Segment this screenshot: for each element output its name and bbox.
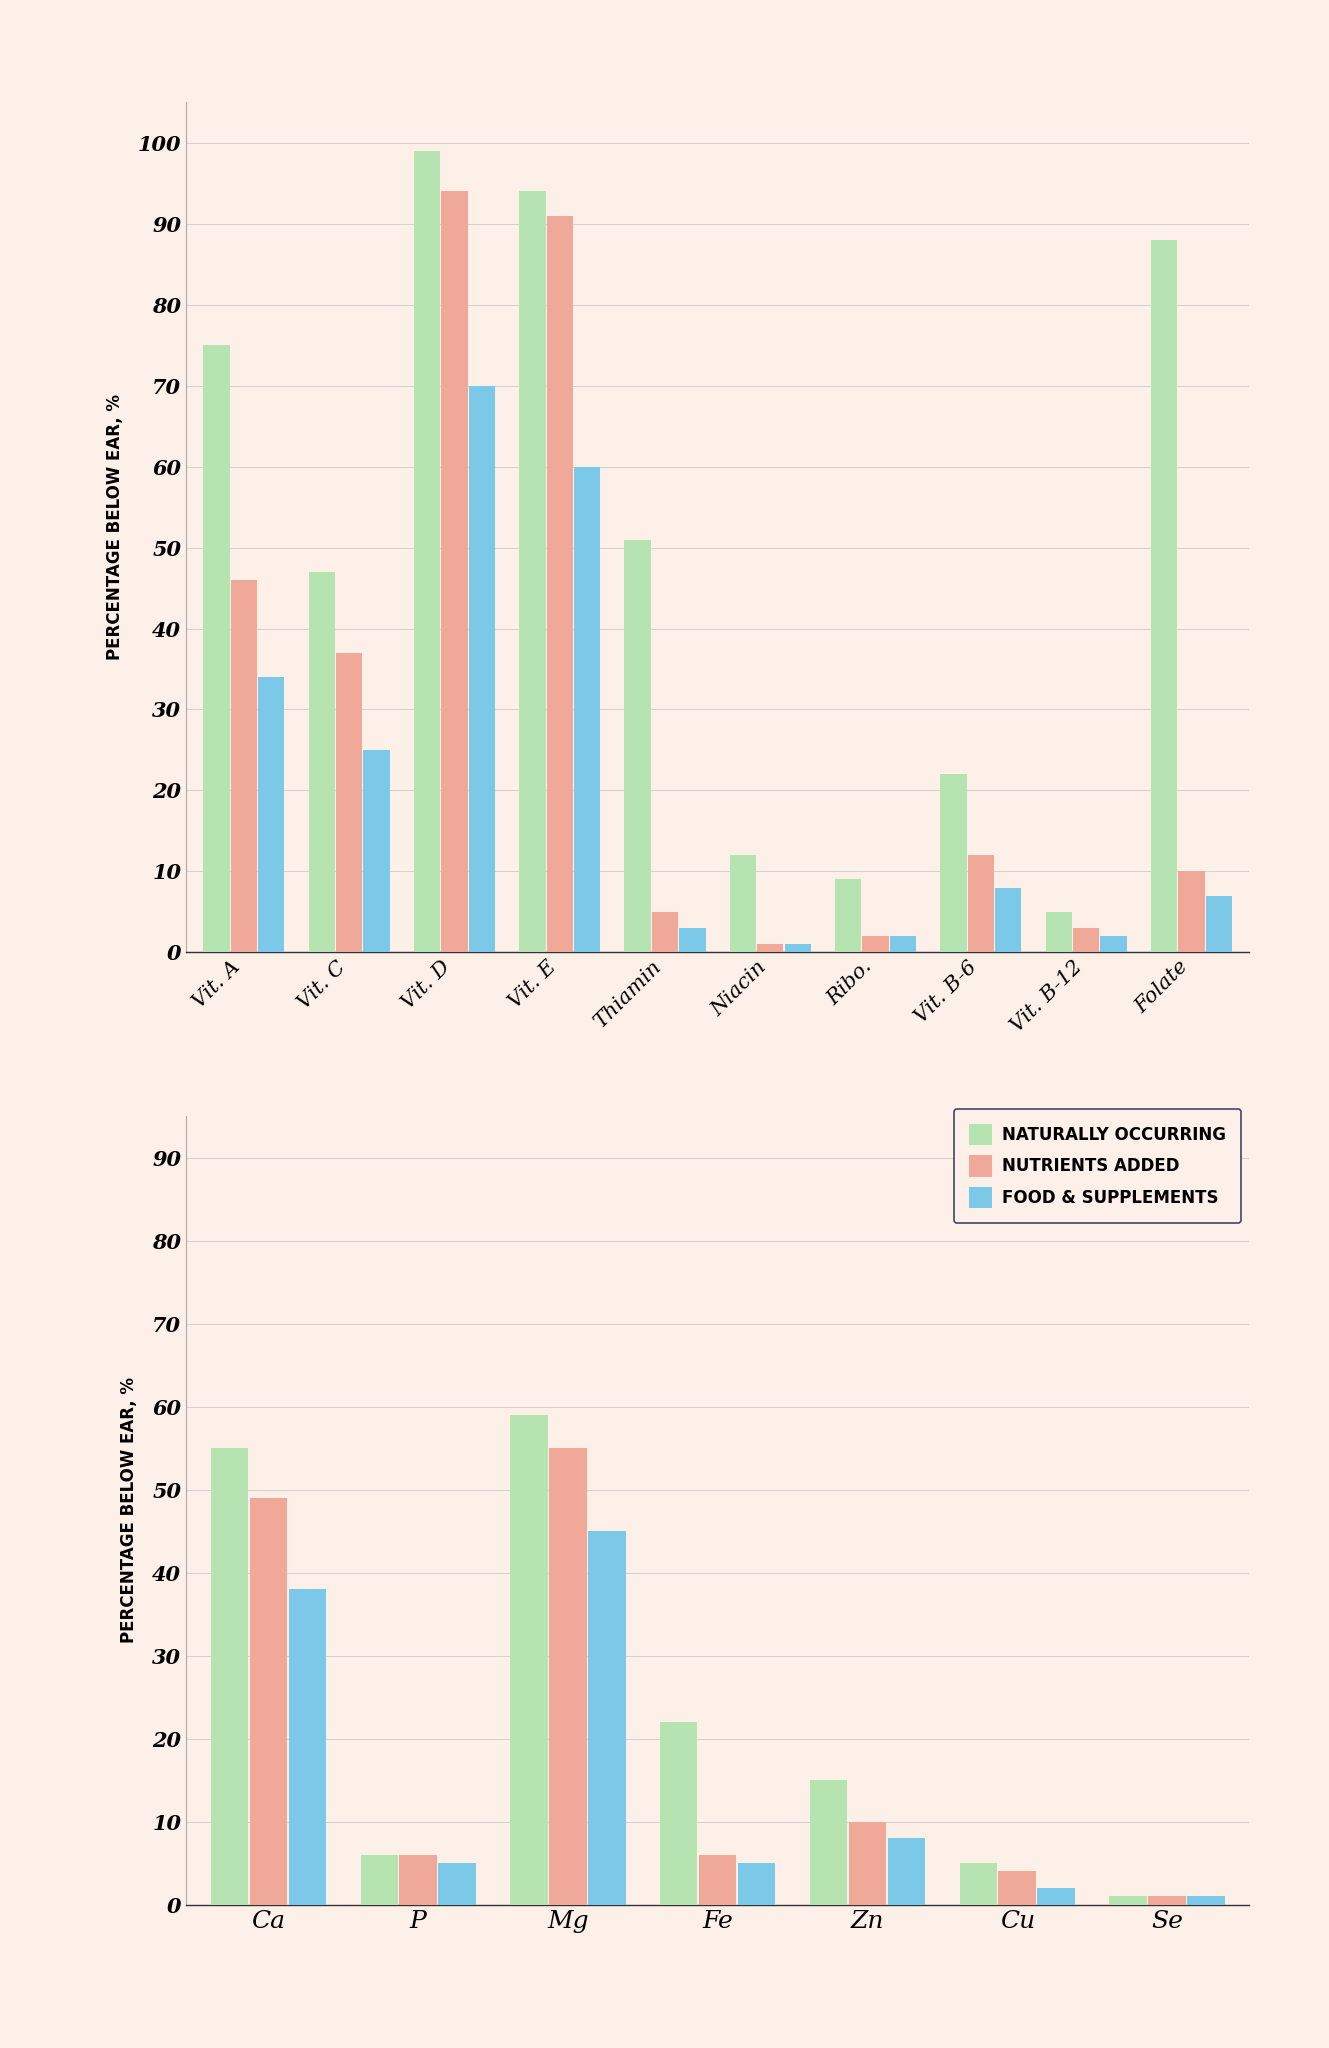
- Bar: [679, 928, 706, 952]
- Y-axis label: PERCENTAGE BELOW EAR, %: PERCENTAGE BELOW EAR, %: [121, 1378, 138, 1642]
- Bar: [941, 774, 966, 952]
- Bar: [441, 190, 468, 952]
- Bar: [995, 887, 1022, 952]
- Bar: [589, 1532, 626, 1905]
- Bar: [231, 580, 256, 952]
- Bar: [890, 936, 916, 952]
- Bar: [730, 856, 756, 952]
- Bar: [308, 571, 335, 952]
- Bar: [258, 678, 284, 952]
- Bar: [661, 1722, 698, 1905]
- Bar: [439, 1864, 476, 1905]
- Bar: [549, 1448, 586, 1905]
- Bar: [1038, 1888, 1075, 1905]
- Bar: [546, 215, 573, 952]
- Bar: [1046, 911, 1073, 952]
- Legend: NATURALLY OCCURRING, NUTRIENTS ADDED, FOOD & SUPPLEMENTS: NATURALLY OCCURRING, NUTRIENTS ADDED, FO…: [954, 1108, 1241, 1223]
- Bar: [809, 1780, 847, 1905]
- Bar: [1151, 240, 1177, 952]
- Bar: [1205, 895, 1232, 952]
- Bar: [738, 1864, 775, 1905]
- Bar: [1179, 870, 1204, 952]
- Y-axis label: PERCENTAGE BELOW EAR, %: PERCENTAGE BELOW EAR, %: [106, 395, 124, 659]
- Bar: [888, 1839, 925, 1905]
- Bar: [203, 346, 230, 952]
- Bar: [960, 1864, 997, 1905]
- Bar: [1187, 1896, 1224, 1905]
- Bar: [835, 879, 861, 952]
- Bar: [363, 750, 389, 952]
- Bar: [1148, 1896, 1185, 1905]
- Bar: [469, 385, 494, 952]
- Bar: [1100, 936, 1127, 952]
- Bar: [968, 856, 994, 952]
- Bar: [288, 1589, 326, 1905]
- Bar: [211, 1448, 249, 1905]
- Bar: [699, 1855, 736, 1905]
- Bar: [998, 1872, 1035, 1905]
- Bar: [784, 944, 811, 952]
- Bar: [360, 1855, 397, 1905]
- Bar: [1110, 1896, 1147, 1905]
- Bar: [510, 1415, 548, 1905]
- Bar: [1073, 928, 1099, 952]
- Bar: [400, 1855, 437, 1905]
- Bar: [849, 1821, 886, 1905]
- Bar: [413, 152, 440, 952]
- Bar: [336, 653, 363, 952]
- Bar: [250, 1497, 287, 1905]
- Bar: [758, 944, 784, 952]
- Bar: [651, 911, 678, 952]
- Bar: [625, 539, 651, 952]
- Bar: [863, 936, 889, 952]
- Bar: [520, 190, 545, 952]
- Bar: [574, 467, 601, 952]
